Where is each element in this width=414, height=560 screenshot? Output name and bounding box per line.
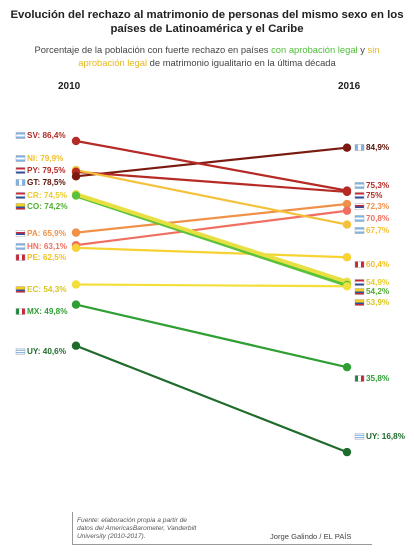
- point-pe-2016: [342, 253, 352, 262]
- source-note: Fuente: elaboración propia a partir de d…: [77, 517, 197, 540]
- subtitle-part1: Porcentaje de la población con fuerte re…: [34, 44, 272, 55]
- flag-py-icon: [354, 192, 365, 199]
- label-2016-sv: 75,3%: [366, 181, 390, 190]
- flag-sv-icon: [354, 182, 365, 189]
- label-2016-pe: 60,4%: [366, 260, 390, 269]
- label-2010-ec: EC: 54,3%: [27, 285, 67, 294]
- label-2016-cr: 54,9%: [366, 278, 390, 287]
- series-line-cr: [74, 192, 349, 284]
- point-ec-2010: [71, 280, 81, 289]
- flag-mx-icon: [15, 308, 26, 315]
- label-2010-ni: NI: 79,9%: [27, 154, 64, 163]
- flag-sv-icon: [15, 132, 26, 139]
- series-line-mx: [74, 303, 349, 369]
- series-line-gt: [74, 146, 349, 178]
- flag-cr-icon: [15, 192, 26, 199]
- label-2016-mx: 35,8%: [366, 374, 390, 383]
- label-2010-co: CO: 74,2%: [27, 202, 68, 211]
- year-label-2010: 2010: [58, 81, 81, 92]
- series-line-uy: [74, 344, 349, 454]
- flag-pe-icon: [15, 254, 26, 261]
- point-mx-2016: [342, 362, 352, 372]
- point-pa-2010: [71, 228, 81, 237]
- flag-gt-icon: [354, 144, 365, 151]
- label-2016-uy: UY: 16,8%: [366, 432, 406, 441]
- label-2016-hn: 70,8%: [366, 214, 390, 223]
- point-uy-2010: [71, 341, 81, 350]
- credit: Jorge Galindo / EL PAÍS: [270, 532, 352, 541]
- point-ec-2016: [342, 282, 352, 291]
- flag-ni-icon: [354, 227, 365, 234]
- label-2016-pa: 72,3%: [366, 202, 390, 211]
- footer-rule: [72, 544, 372, 545]
- point-co-2010: [71, 191, 81, 200]
- label-2010-pa: PA: 65,9%: [27, 229, 67, 238]
- label-2010-pe: PE: 62,5%: [27, 253, 67, 262]
- label-2016-gt: 84,9%: [366, 143, 390, 152]
- subtitle-sinlegal: sin aprobación legal: [78, 44, 380, 68]
- flag-co-icon: [354, 288, 365, 295]
- flag-mx-icon: [354, 375, 365, 382]
- series-line-ni: [74, 168, 349, 226]
- point-ni-2016: [342, 220, 352, 229]
- series-line-pe: [74, 246, 349, 259]
- chart-title: Evolución del rechazo al matrimonio de p…: [10, 9, 404, 35]
- flag-pe-icon: [354, 261, 365, 268]
- flag-hn-icon: [15, 243, 26, 250]
- label-2010-gt: GT: 78,5%: [27, 178, 66, 187]
- label-2010-cr: CR: 74,5%: [27, 191, 68, 200]
- flag-ni-icon: [15, 155, 26, 162]
- flag-pa-icon: [15, 230, 26, 237]
- point-mx-2010: [71, 300, 81, 309]
- series-line-py: [74, 170, 349, 194]
- flag-py-icon: [15, 167, 26, 174]
- label-2010-sv: SV: 86,4%: [27, 131, 66, 140]
- flag-co-icon: [15, 203, 26, 210]
- subtitle-part2: y: [357, 44, 368, 55]
- series-line-pa: [74, 202, 349, 234]
- label-2010-mx: MX: 49,8%: [27, 307, 68, 316]
- point-pa-2016: [342, 199, 352, 209]
- label-2016-ni: 67,7%: [366, 226, 390, 235]
- point-pe-2010: [71, 243, 81, 253]
- point-py-2016: [342, 187, 352, 197]
- chart-subtitle: Porcentaje de la población con fuerte re…: [14, 44, 400, 69]
- flag-uy-icon: [354, 433, 365, 440]
- year-label-2016: 2016: [338, 81, 361, 92]
- point-hn-2016: [342, 206, 352, 215]
- label-2010-hn: HN: 63,1%: [27, 242, 68, 251]
- flag-cr-icon: [354, 279, 365, 286]
- label-2016-co: 54,2%: [366, 287, 390, 296]
- subtitle-legal: con aprobación legal: [271, 44, 358, 55]
- source-bracket: [72, 512, 76, 544]
- series-line-ec: [74, 283, 349, 288]
- label-2016-ec: 53,9%: [366, 298, 390, 307]
- flag-pa-icon: [354, 203, 365, 210]
- flag-ec-icon: [354, 299, 365, 306]
- label-2016-py: 75%: [366, 191, 383, 200]
- point-sv-2010: [71, 136, 81, 146]
- label-2010-py: PY: 79,5%: [27, 166, 66, 175]
- point-gt-2010: [71, 172, 81, 181]
- subtitle-part3: de matrimonio igualitario en la última d…: [147, 56, 336, 68]
- flag-ec-icon: [15, 286, 26, 293]
- series-line-sv: [74, 139, 349, 192]
- flag-hn-icon: [354, 215, 365, 222]
- flag-gt-icon: [15, 179, 26, 186]
- point-uy-2016: [342, 447, 352, 457]
- point-gt-2016: [342, 143, 352, 152]
- label-2010-uy: UY: 40,6%: [27, 347, 67, 356]
- flag-uy-icon: [15, 348, 26, 355]
